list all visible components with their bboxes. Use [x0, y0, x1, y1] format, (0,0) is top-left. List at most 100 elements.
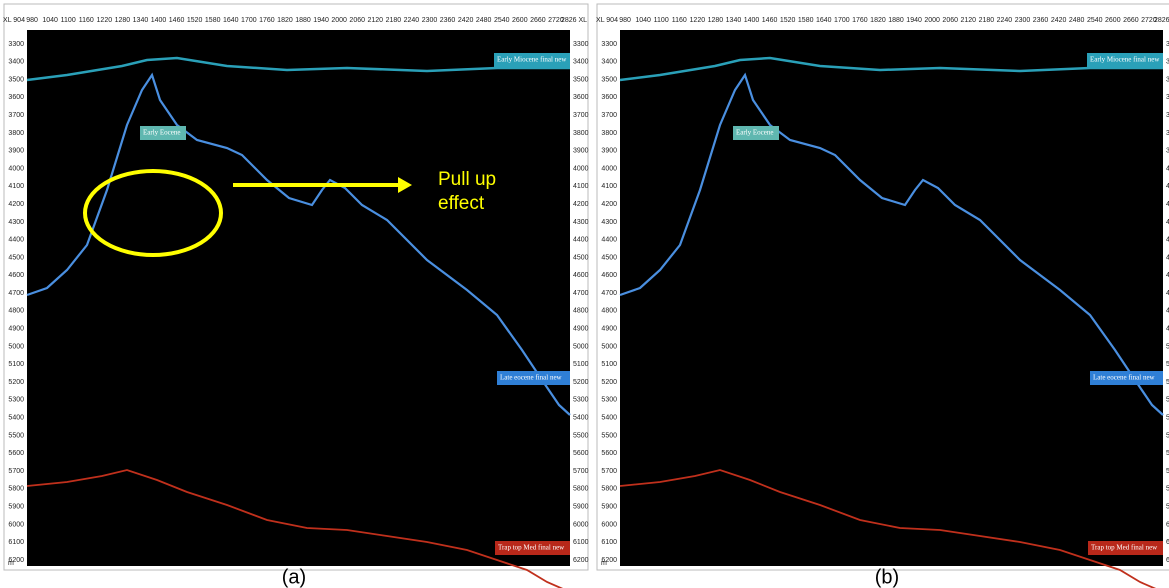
depth-label-right: 5100 — [573, 361, 589, 368]
top-axis-label: 2540 — [494, 17, 510, 24]
depth-label-right: 6200 — [1166, 557, 1169, 564]
top-axis-label: 1880 — [295, 17, 311, 24]
top-axis-label: 2826 XL — [1154, 17, 1169, 24]
depth-label-right: 5900 — [1166, 503, 1169, 510]
depth-label-left: 4500 — [601, 254, 617, 261]
top-axis-label: 2660 — [530, 17, 546, 24]
depth-label-right: 5700 — [573, 468, 589, 475]
depth-label-left: 5700 — [601, 468, 617, 475]
depth-label-right: 5900 — [573, 503, 589, 510]
top-axis-label: 1460 — [762, 17, 778, 24]
depth-label-right: 4800 — [573, 308, 589, 315]
depth-label-left: 3700 — [8, 112, 24, 119]
depth-label-right: 5500 — [1166, 432, 1169, 439]
top-axis-label: 1280 — [115, 17, 131, 24]
depth-label-left: 4100 — [8, 183, 24, 190]
depth-label-left: 6100 — [601, 539, 617, 546]
depth-label-right: 5400 — [573, 414, 589, 421]
horizon-label: Early Miocene final new — [1090, 56, 1160, 64]
top-axis-label: 2000 — [331, 17, 347, 24]
depth-label-left: 4700 — [601, 290, 617, 297]
seismic-section — [27, 30, 570, 566]
depth-label-left: 6200 — [601, 557, 617, 564]
horizon-label-box — [494, 53, 570, 67]
horizon-label-box — [495, 541, 570, 555]
top-axis-label: 1940 — [313, 17, 329, 24]
depth-label-right: 3300 — [1166, 41, 1169, 48]
depth-label-right: 3900 — [1166, 148, 1169, 155]
top-axis-label: 1820 — [277, 17, 293, 24]
depth-label-left: 4400 — [8, 237, 24, 244]
depth-label-right: 3400 — [573, 59, 589, 66]
depth-label-left: 5100 — [601, 361, 617, 368]
annotation-text: effect — [438, 193, 485, 214]
depth-label-right: 5100 — [1166, 361, 1169, 368]
horizon-label-box — [497, 371, 570, 385]
depth-label-right: 5200 — [573, 379, 589, 386]
depth-label-right: 5500 — [573, 432, 589, 439]
depth-label-left: 5400 — [601, 414, 617, 421]
top-axis-label: 1580 — [205, 17, 221, 24]
depth-label-left: 4400 — [601, 237, 617, 244]
depth-label-left: 5200 — [601, 379, 617, 386]
horizon-label-box — [1087, 53, 1163, 67]
depth-label-left: 4300 — [8, 219, 24, 226]
depth-label-right: 5800 — [1166, 486, 1169, 493]
depth-label-left: 5100 — [8, 361, 24, 368]
horizon-label-box — [1088, 541, 1163, 555]
depth-label-right: 3400 — [1166, 59, 1169, 66]
top-axis-label: 1340 — [726, 17, 742, 24]
horizon-line — [619, 72, 1164, 416]
top-axis-label: 2060 — [349, 17, 365, 24]
depth-label-left: 4700 — [8, 290, 24, 297]
depth-label-right: 4500 — [573, 254, 589, 261]
depth-label-left: 4000 — [601, 165, 617, 172]
seismic-section — [620, 30, 1163, 566]
top-axis-label: 2180 — [386, 17, 402, 24]
annotation-arrowhead — [398, 177, 412, 193]
top-axis-label: 1400 — [744, 17, 760, 24]
depth-label-left: 6000 — [8, 521, 24, 528]
depth-label-right: 6000 — [1166, 521, 1169, 528]
depth-label-left: 5900 — [601, 503, 617, 510]
top-axis-label: 1640 — [816, 17, 832, 24]
top-axis-label: 1400 — [151, 17, 167, 24]
top-axis-label: XL 904 — [3, 17, 25, 24]
horizon-label: Early Miocene final new — [497, 56, 567, 64]
depth-label-right: 3800 — [1166, 130, 1169, 137]
depth-label-right: 5600 — [1166, 450, 1169, 457]
horizon-marker: Early Eocene — [736, 129, 774, 137]
depth-label-left: 3600 — [8, 94, 24, 101]
horizon-label: Late eocene final new — [1093, 374, 1156, 382]
top-axis-label: 1520 — [780, 17, 796, 24]
depth-label-left: 5000 — [8, 343, 24, 350]
depth-label-right: 3700 — [1166, 112, 1169, 119]
depth-label-right: 5400 — [1166, 414, 1169, 421]
depth-label-right: 4500 — [1166, 254, 1169, 261]
depth-label-left: 3400 — [8, 59, 24, 66]
depth-label-left: 4600 — [601, 272, 617, 279]
depth-label-right: 4700 — [573, 290, 589, 297]
depth-label-right: 4700 — [1166, 290, 1169, 297]
panel-caption: (a) — [282, 566, 306, 588]
top-axis-label: 1820 — [870, 17, 886, 24]
depth-label-right: 5000 — [1166, 343, 1169, 350]
depth-label-right: 5200 — [1166, 379, 1169, 386]
depth-label-right: 5800 — [573, 486, 589, 493]
depth-label-left: 4600 — [8, 272, 24, 279]
top-axis-label: 1100 — [654, 17, 669, 24]
depth-label-right: 5300 — [1166, 397, 1169, 404]
horizon-marker: Early Eocene — [143, 129, 181, 137]
depth-label-right: 4100 — [1166, 183, 1169, 190]
top-axis-label: 2060 — [942, 17, 958, 24]
depth-label-right: 6000 — [573, 521, 589, 528]
depth-label-right: 6200 — [573, 557, 589, 564]
top-axis-label: 2600 — [1105, 17, 1121, 24]
top-axis-label: 2600 — [512, 17, 528, 24]
depth-label-left: 5600 — [8, 450, 24, 457]
top-axis-label: 2300 — [422, 17, 438, 24]
depth-label-right: 3700 — [573, 112, 589, 119]
top-axis-label: 2180 — [979, 17, 995, 24]
top-axis-label: 1220 — [690, 17, 706, 24]
